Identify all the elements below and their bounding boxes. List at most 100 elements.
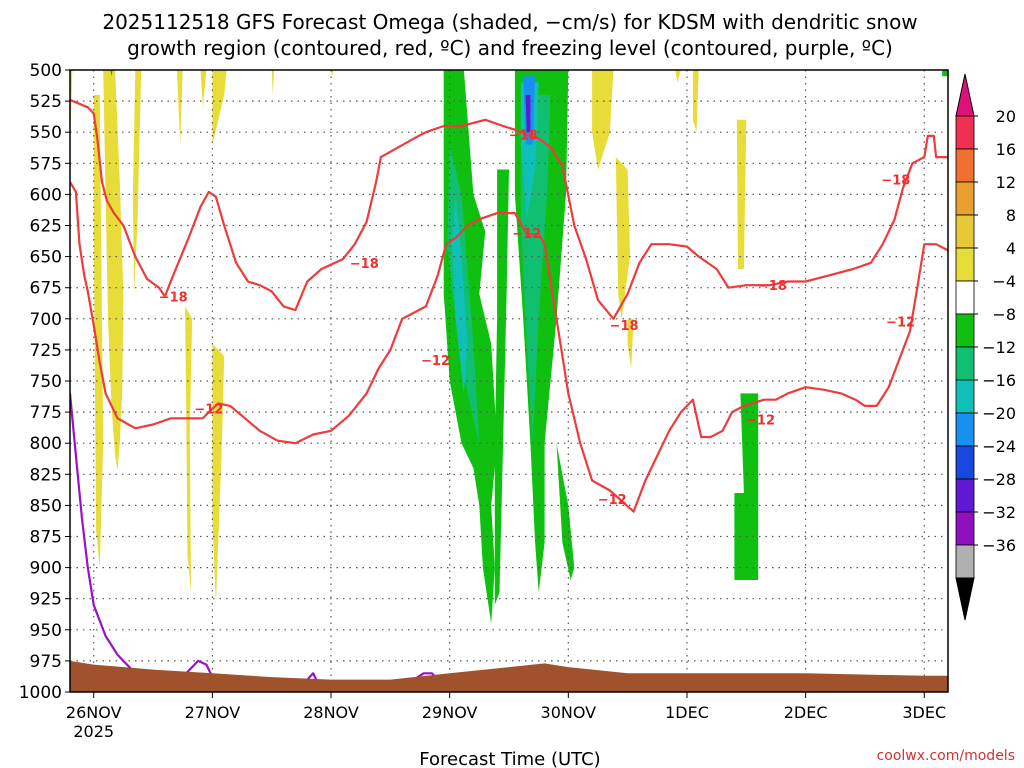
- colorbar-swatch: [955, 313, 975, 348]
- y-tick-label: 975: [30, 652, 62, 672]
- y-tick-label: 675: [30, 279, 62, 299]
- y-tick-label: 650: [30, 248, 62, 268]
- y-tick-label: 600: [30, 185, 62, 205]
- omega-shade-region: [736, 119, 747, 269]
- colorbar-label: −20: [982, 404, 1016, 423]
- omega-shade-region: [110, 70, 113, 77]
- omega-shade-region: [692, 70, 699, 133]
- y-tick-label: 625: [30, 217, 62, 237]
- omega-shade-region: [271, 70, 275, 95]
- colorbar-swatch: [955, 544, 975, 579]
- contour-label: −12: [512, 227, 541, 242]
- contour-label: −12: [746, 414, 775, 429]
- colorbar-label: 16: [996, 140, 1016, 159]
- y-tick-label: 525: [30, 92, 62, 112]
- omega-shade-region: [212, 343, 225, 605]
- x-tick-label: 28NOV: [303, 703, 359, 722]
- contour-label: −18: [350, 257, 379, 272]
- omega-shade-region: [592, 70, 614, 170]
- chart-title-line2: growth region (contoured, red, ºC) and f…: [127, 36, 893, 60]
- y-tick-label: 800: [30, 434, 62, 454]
- colorbar-label: −8: [992, 305, 1016, 324]
- credit-link[interactable]: coolwx.com/models: [877, 748, 1015, 764]
- contour-label: −12: [886, 315, 915, 330]
- colorbar-swatch: [955, 478, 975, 513]
- x-tick-label: 26NOV: [66, 703, 122, 722]
- colorbar-label: 4: [1006, 239, 1016, 258]
- contour-label: −18: [159, 290, 188, 305]
- x-axis-title: Forecast Time (UTC): [419, 749, 600, 768]
- contour-line: [70, 98, 948, 320]
- omega-shade-region: [93, 94, 104, 568]
- y-tick-label: 550: [30, 123, 62, 143]
- x-tick-sublabel: 2025: [73, 722, 114, 741]
- colorbar-label: −24: [982, 437, 1016, 456]
- chart-title-line1: 2025112518 GFS Forecast Omega (shaded, −…: [102, 10, 917, 34]
- omega-shade-region: [556, 443, 575, 580]
- y-tick-label: 725: [30, 341, 62, 361]
- colorbar: 20 16 12 8 4 −4 −8 −12 −16 −20 −24 −28 −32 −36: [955, 73, 1016, 621]
- contour-label: −18: [881, 173, 910, 188]
- y-tick-label: 775: [30, 403, 62, 423]
- y-tick-label: 875: [30, 528, 62, 548]
- omega-shade-region: [103, 70, 124, 471]
- contour-label: −18: [509, 129, 538, 144]
- contour-line: [70, 181, 948, 513]
- x-tick-label: 3DEC: [902, 703, 946, 722]
- y-tick-label: 925: [30, 590, 62, 610]
- y-tick-label: 900: [30, 559, 62, 579]
- x-tick-label: 27NOV: [185, 703, 241, 722]
- colorbar-swatch: [955, 148, 975, 183]
- colorbar-swatch: [955, 412, 975, 447]
- y-tick-label: 825: [30, 465, 62, 485]
- colorbar-swatch: [955, 346, 975, 381]
- colorbar-swatch: [955, 445, 975, 480]
- x-tick-label: 30NOV: [541, 703, 597, 722]
- omega-shade-region: [675, 70, 681, 83]
- omega-shade-region: [452, 194, 468, 394]
- colorbar-swatch: [955, 214, 975, 249]
- colorbar-label: −36: [982, 536, 1016, 555]
- omega-shade-region: [734, 393, 759, 580]
- colorbar-swatch: [955, 511, 975, 546]
- colorbar-swatch: [955, 247, 975, 282]
- contour-label: −18: [610, 319, 639, 334]
- omega-shade-region: [615, 157, 630, 319]
- terrain-area: [70, 660, 948, 692]
- y-tick-label: 500: [30, 61, 62, 81]
- x-tick-label: 2DEC: [784, 703, 828, 722]
- omega-shade-region: [212, 70, 227, 145]
- omega-shade-region: [331, 70, 334, 77]
- omega-shade-region: [494, 169, 509, 605]
- x-tick-label: 1DEC: [665, 703, 709, 722]
- contour-label: −18: [758, 279, 787, 294]
- colorbar-bottom-arrow: [955, 577, 975, 621]
- plot-area: [70, 70, 948, 692]
- colorbar-swatch: [955, 115, 975, 150]
- y-axis: 500 525 550 575 600 625 650 675 700 725 750 775 800 8…: [19, 61, 70, 703]
- colorbar-label: −12: [982, 338, 1016, 357]
- omega-shading: [70, 70, 948, 624]
- colorbar-label: 20: [996, 107, 1016, 126]
- colorbar-swatch: [955, 181, 975, 216]
- omega-shade-region: [185, 306, 193, 593]
- colorbar-label: 8: [1006, 206, 1016, 225]
- y-tick-label: 950: [30, 621, 62, 641]
- omega-shade-region: [627, 318, 634, 369]
- colorbar-label: 12: [996, 173, 1016, 192]
- contour-label: −12: [421, 354, 450, 369]
- terrain-shading: [70, 660, 948, 692]
- omega-shade-region: [525, 94, 531, 133]
- colorbar-label: −28: [982, 470, 1016, 489]
- omega-shade-region: [132, 70, 142, 294]
- omega-shade-region: [176, 70, 183, 145]
- colorbar-top-arrow: [955, 73, 975, 117]
- contour-label: −12: [194, 402, 223, 417]
- colorbar-label: −16: [982, 371, 1016, 390]
- contour-label: −12: [598, 493, 627, 508]
- y-tick-label: 750: [30, 372, 62, 392]
- omega-shade-region: [200, 70, 207, 108]
- x-tick-label: 29NOV: [422, 703, 478, 722]
